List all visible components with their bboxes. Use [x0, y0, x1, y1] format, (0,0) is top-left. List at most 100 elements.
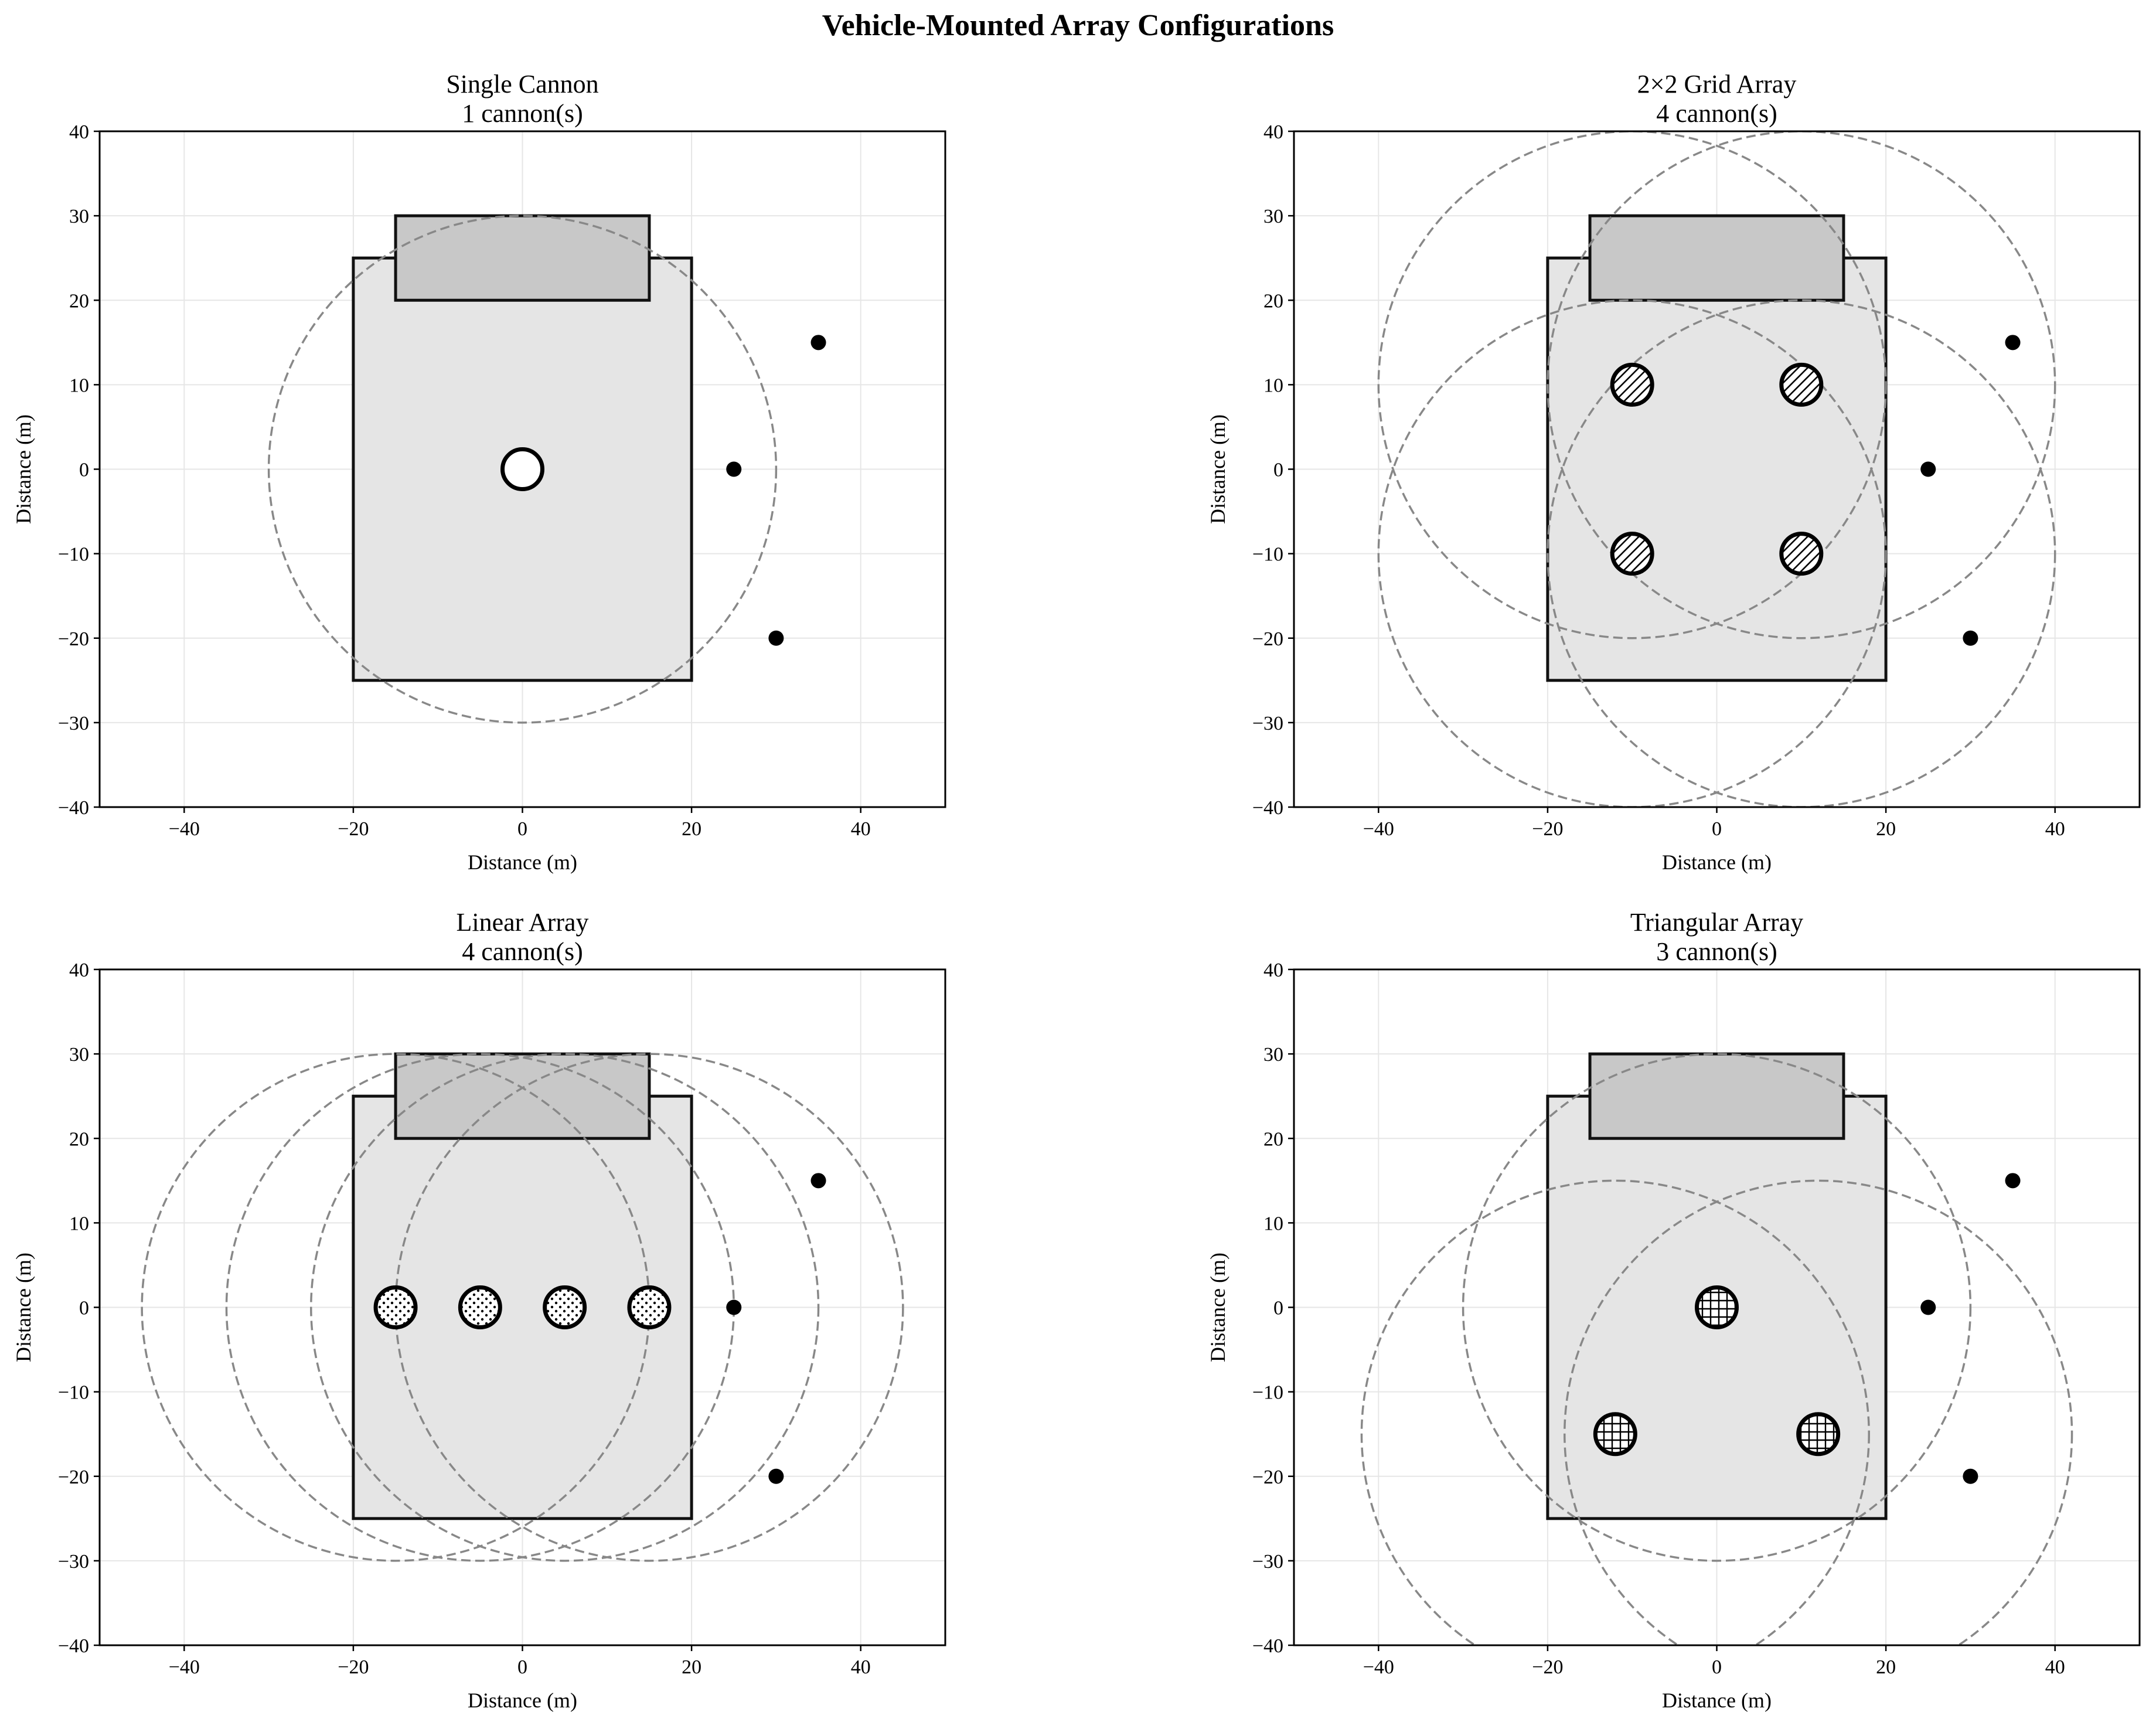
- y-tick-label: −30: [1252, 713, 1283, 734]
- y-tick-label: −30: [1252, 1551, 1283, 1573]
- target-point: [1963, 1468, 1978, 1484]
- coverage-circle: [267, 215, 778, 724]
- y-tick-label: 10: [1263, 375, 1283, 396]
- y-tick-label: 20: [1263, 290, 1283, 312]
- coverage-circle: [1564, 1179, 2073, 1645]
- target-point: [810, 1173, 826, 1189]
- y-tick-label: 0: [1273, 460, 1283, 481]
- cannon-marker: [1796, 1412, 1841, 1457]
- vehicle-cab: [1588, 214, 1845, 302]
- plot-content: [141, 1052, 904, 1562]
- coverage-circle: [1360, 1179, 1870, 1645]
- cannon-marker: [543, 1285, 587, 1329]
- panel-title: Triangular Array: [1630, 908, 1803, 937]
- x-tick-label: −20: [1532, 1656, 1563, 1678]
- chart-panel-4: −40 −20 0 20 40 −40 −30 −20 −10 0 10 20 30 40 Distance…: [1206, 908, 2141, 1712]
- target-point: [768, 1468, 784, 1484]
- x-axis-label: Distance (m): [468, 850, 577, 874]
- x-tick-label: −40: [169, 818, 200, 840]
- target-point: [768, 630, 784, 646]
- y-tick-label: −20: [58, 628, 89, 650]
- coverage-circle: [310, 1053, 820, 1562]
- x-tick-label: −20: [1532, 818, 1563, 840]
- panel-subtitle: 4 cannon(s): [462, 937, 583, 966]
- coverage-circle: [1547, 299, 2056, 807]
- vehicle-cab: [1588, 1052, 1845, 1140]
- y-tick-label: 20: [69, 1128, 89, 1150]
- cannon-marker: [500, 447, 544, 491]
- figure-title: Vehicle-Mounted Array Configurations: [822, 9, 1334, 42]
- cannon-marker: [1610, 532, 1654, 576]
- x-tick-label: −20: [338, 1656, 369, 1678]
- y-tick-label: −10: [58, 544, 89, 566]
- y-axis-label: Distance (m): [1206, 414, 1229, 524]
- plot-content: [1377, 131, 2056, 807]
- y-axis-label: Distance (m): [12, 414, 35, 524]
- target-point: [726, 461, 742, 477]
- cannon-marker: [1779, 532, 1824, 576]
- coverage-circle: [1377, 299, 1887, 807]
- x-tick-label: −40: [1363, 818, 1394, 840]
- x-axis-label: Distance (m): [468, 1689, 577, 1712]
- target-point: [726, 1299, 742, 1315]
- panel-title: 2×2 Grid Array: [1637, 70, 1797, 98]
- x-tick-label: −40: [1363, 1656, 1394, 1678]
- vehicle-cab: [394, 214, 651, 302]
- y-tick-label: 30: [69, 206, 89, 227]
- target-point: [1920, 461, 1936, 477]
- plot-content: [1360, 1052, 2073, 1645]
- cannon-marker: [373, 1285, 418, 1329]
- y-tick-label: 20: [1263, 1128, 1283, 1150]
- y-tick-label: 0: [79, 460, 89, 481]
- y-tick-label: 30: [1263, 1044, 1283, 1066]
- target-point: [810, 335, 826, 351]
- target-point: [2005, 1173, 2021, 1189]
- x-tick-label: 0: [517, 818, 527, 840]
- x-tick-label: 0: [1712, 818, 1722, 840]
- y-tick-label: 40: [1263, 121, 1283, 143]
- y-tick-label: 30: [69, 1044, 89, 1066]
- y-tick-label: −30: [58, 713, 89, 734]
- target-point: [1920, 1299, 1936, 1315]
- x-tick-label: 40: [851, 1656, 871, 1678]
- x-tick-label: 20: [1876, 1656, 1896, 1678]
- y-tick-label: −20: [1252, 628, 1283, 650]
- x-tick-label: 40: [2045, 818, 2065, 840]
- y-tick-label: −40: [1252, 1635, 1283, 1657]
- y-tick-label: −10: [1252, 1382, 1283, 1404]
- y-tick-label: 40: [69, 959, 89, 981]
- cannon-marker: [1695, 1285, 1739, 1329]
- y-axis-label: Distance (m): [12, 1253, 35, 1362]
- y-tick-label: 40: [1263, 959, 1283, 981]
- x-tick-label: 20: [1876, 818, 1896, 840]
- panel-title: Linear Array: [457, 908, 589, 937]
- vehicle-body: [1546, 256, 1888, 682]
- y-tick-label: −10: [58, 1382, 89, 1404]
- x-tick-label: 40: [2045, 1656, 2065, 1678]
- y-tick-label: −40: [58, 1635, 89, 1657]
- panels-group: −40 −20 0 20 40 −40 −30 −20 −10 0 10 20 30 40 Distance…: [12, 70, 2141, 1712]
- coverage-circle: [1377, 131, 1887, 639]
- panel-subtitle: 1 cannon(s): [462, 99, 583, 128]
- x-axis-label: Distance (m): [1662, 850, 1772, 874]
- y-tick-label: −30: [58, 1551, 89, 1573]
- vehicle-cab: [394, 1052, 651, 1140]
- coverage-circle: [1462, 1053, 1972, 1562]
- y-tick-label: 10: [69, 1213, 89, 1234]
- y-tick-label: −10: [1252, 544, 1283, 566]
- y-tick-label: 0: [1273, 1298, 1283, 1319]
- y-tick-label: 0: [79, 1298, 89, 1319]
- panel-title: Single Cannon: [446, 70, 598, 98]
- x-tick-label: 20: [682, 1656, 701, 1678]
- y-tick-label: 10: [1263, 1213, 1283, 1234]
- y-tick-label: 30: [1263, 206, 1283, 227]
- cannon-marker: [627, 1285, 672, 1329]
- y-tick-label: −40: [58, 797, 89, 819]
- x-tick-label: 40: [851, 818, 871, 840]
- x-axis-label: Distance (m): [1662, 1689, 1772, 1712]
- cannon-marker: [1779, 362, 1824, 407]
- x-tick-label: −20: [338, 818, 369, 840]
- x-tick-label: 20: [682, 818, 701, 840]
- cannon-marker: [1610, 362, 1654, 407]
